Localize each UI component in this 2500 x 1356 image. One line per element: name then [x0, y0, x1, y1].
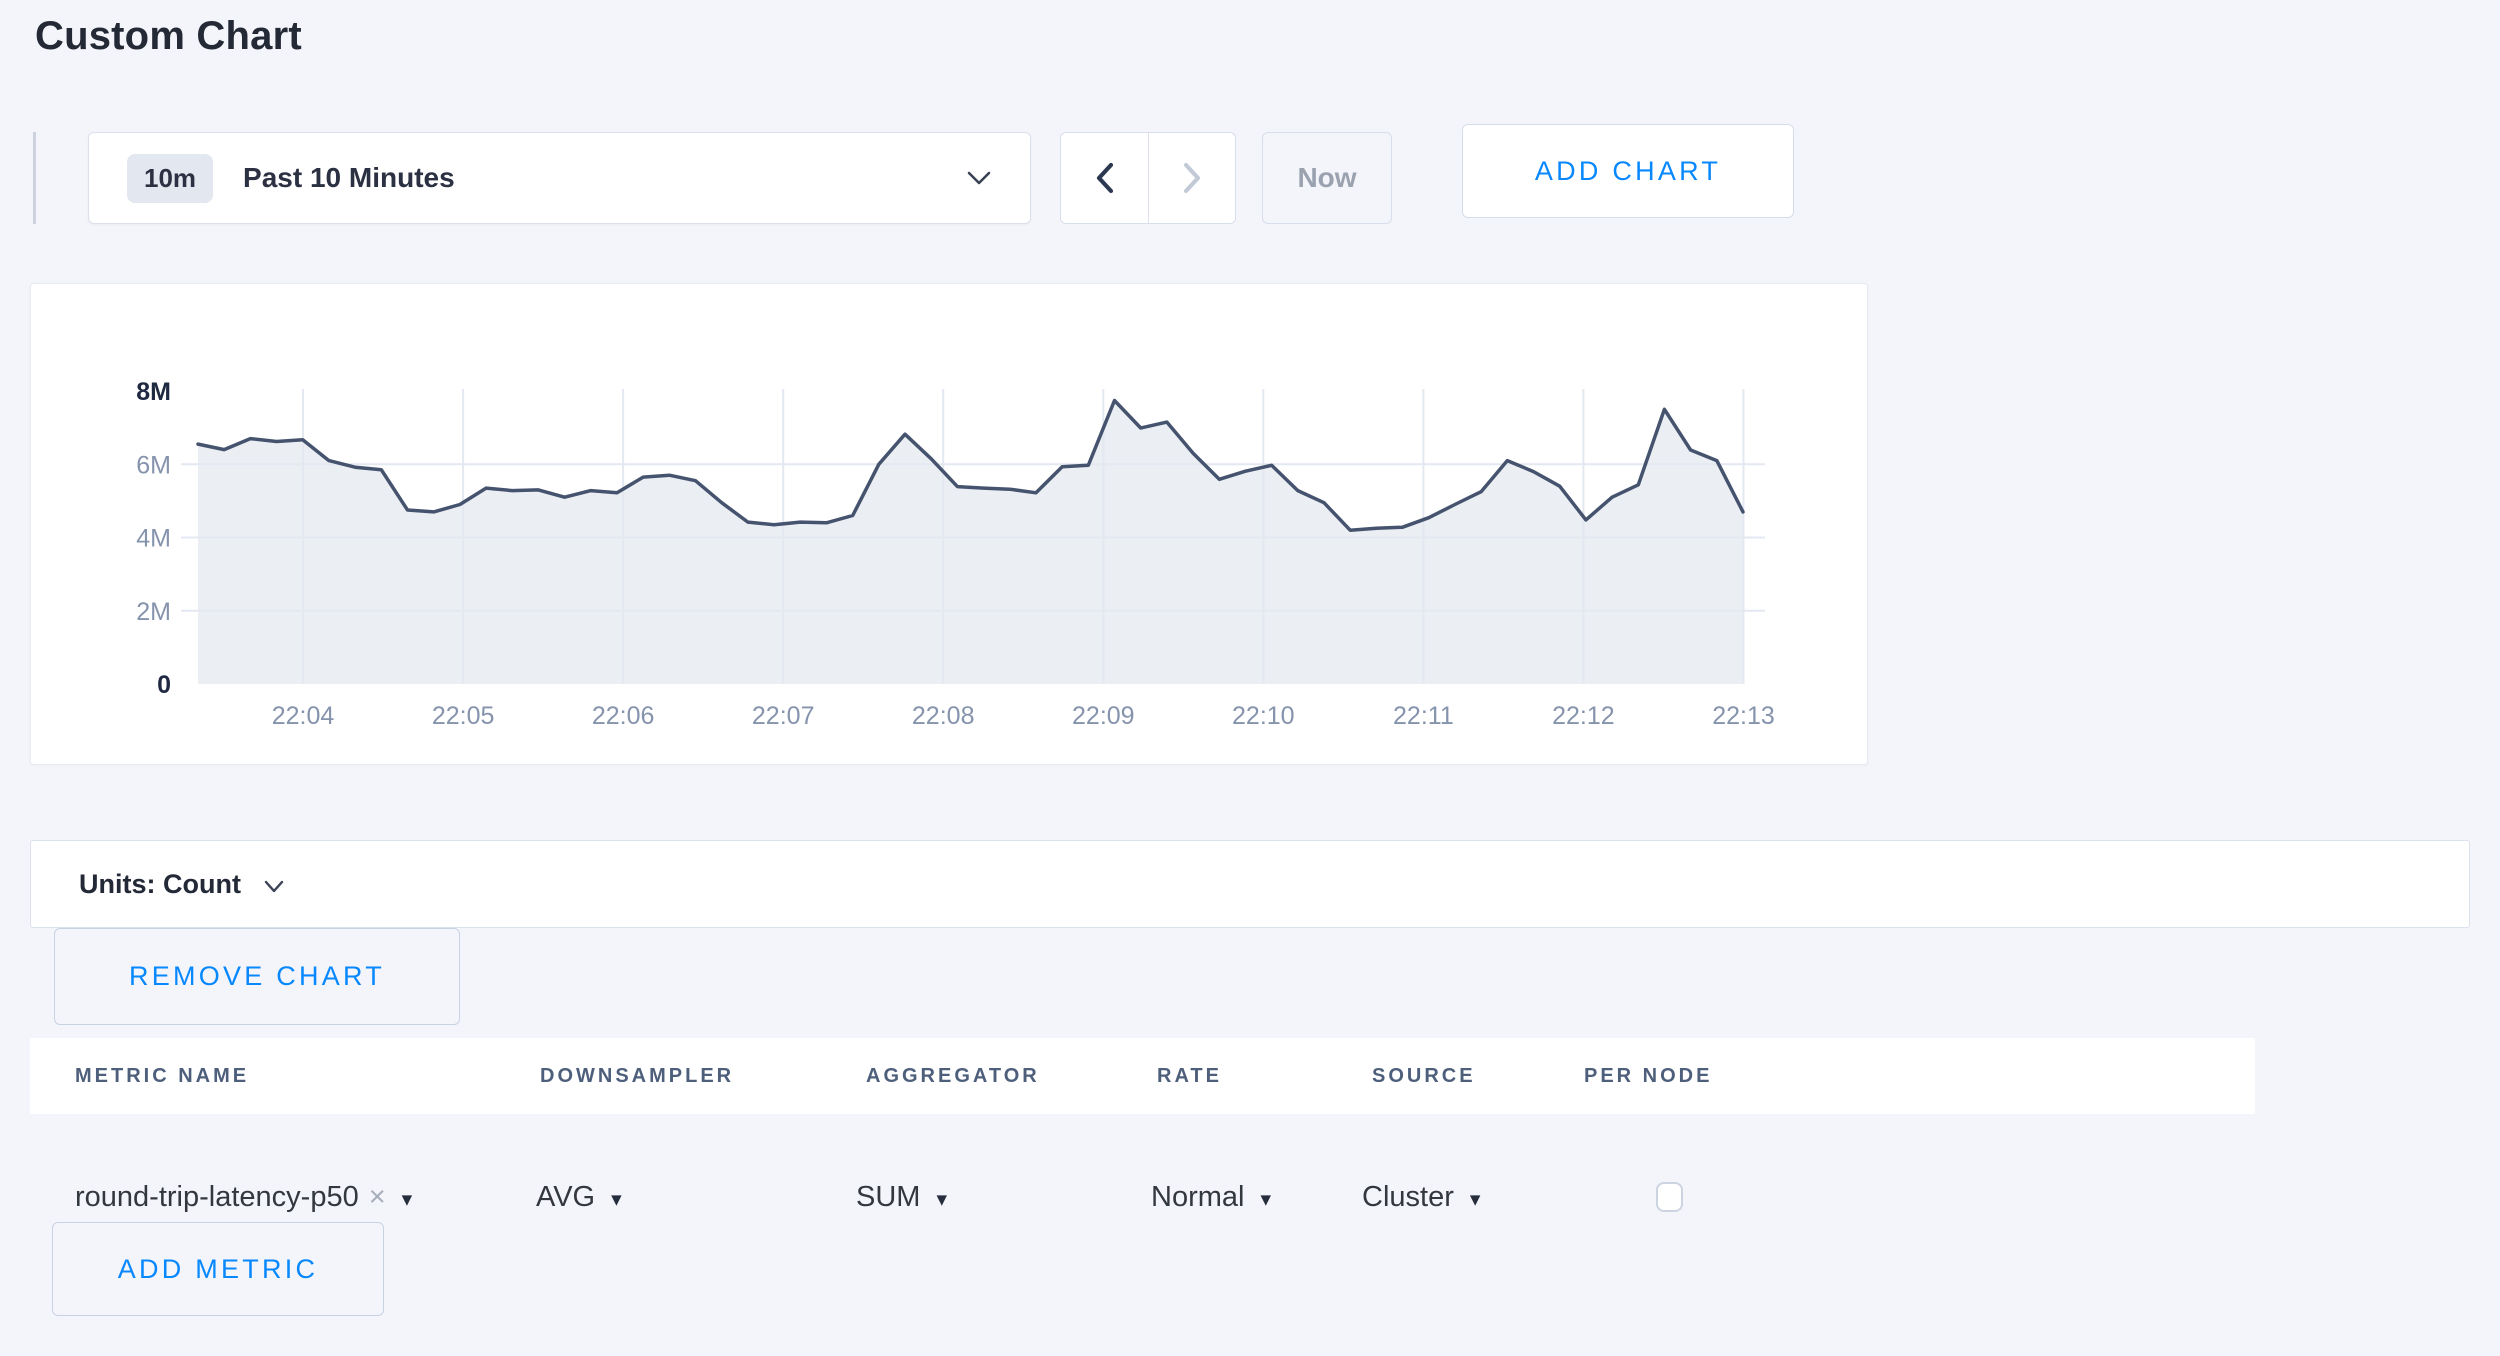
svg-text:22:10: 22:10 — [1232, 702, 1295, 730]
add-metric-button[interactable]: ADD METRIC — [52, 1222, 384, 1316]
chevron-left-icon — [1096, 162, 1113, 194]
add-chart-button[interactable]: ADD CHART — [1462, 124, 1794, 218]
chart-card: 22:04 22:05 22:06 22:07 22:08 22:09 22:10 22:11… — [30, 283, 1868, 765]
source-value: Cluster — [1362, 1181, 1454, 1213]
caret-down-icon: ▾ — [611, 1188, 622, 1211]
aggregator-value: SUM — [856, 1181, 921, 1213]
svg-text:22:08: 22:08 — [912, 702, 975, 730]
metric-name-select[interactable]: round-trip-latency-p50 × ▾ — [75, 1150, 412, 1245]
svg-text:22:13: 22:13 — [1712, 702, 1775, 730]
time-pager — [1060, 132, 1236, 224]
column-header-per-node: PER NODE — [1584, 1065, 1713, 1087]
rate-select[interactable]: Normal ▾ — [1151, 1150, 1271, 1245]
svg-text:22:06: 22:06 — [592, 702, 655, 730]
svg-text:22:12: 22:12 — [1552, 702, 1615, 730]
caret-down-icon: ▾ — [1260, 1188, 1272, 1211]
now-button[interactable]: Now — [1262, 132, 1392, 224]
column-header-source: SOURCE — [1372, 1065, 1476, 1087]
column-header-aggregator: AGGREGATOR — [866, 1065, 1040, 1087]
svg-text:2M: 2M — [136, 598, 171, 626]
time-range-label: Past 10 Minutes — [243, 162, 455, 193]
prev-time-button[interactable] — [1061, 133, 1148, 223]
svg-text:8M: 8M — [136, 378, 171, 406]
svg-text:22:09: 22:09 — [1072, 702, 1135, 730]
caret-down-icon: ▾ — [401, 1188, 413, 1211]
rate-value: Normal — [1151, 1181, 1245, 1213]
metric-name-value: round-trip-latency-p50 — [75, 1181, 359, 1213]
column-header-downsampler: DOWNSAMPLER — [540, 1065, 735, 1087]
column-header-rate: RATE — [1157, 1065, 1222, 1087]
chevron-right-icon — [1183, 162, 1201, 194]
source-select[interactable]: Cluster ▾ — [1362, 1150, 1480, 1245]
remove-chart-button[interactable]: REMOVE CHART — [54, 928, 460, 1025]
clear-metric-icon[interactable]: × — [368, 1181, 386, 1213]
svg-text:22:04: 22:04 — [272, 702, 335, 730]
caret-down-icon: ▾ — [936, 1188, 947, 1211]
metrics-table-header: METRIC NAME DOWNSAMPLER AGGREGATOR RATE … — [30, 1038, 2255, 1114]
time-range-select[interactable]: 10m Past 10 Minutes — [88, 132, 1031, 224]
svg-text:22:11: 22:11 — [1393, 702, 1454, 730]
svg-text:6M: 6M — [136, 451, 171, 479]
aggregator-select[interactable]: SUM ▾ — [856, 1150, 947, 1245]
downsampler-select[interactable]: AVG ▾ — [536, 1150, 622, 1245]
chevron-down-icon — [264, 880, 284, 892]
caret-down-icon: ▾ — [1469, 1188, 1481, 1211]
time-range-badge: 10m — [127, 153, 214, 203]
units-dropdown[interactable]: Units: Count — [30, 840, 2470, 928]
next-time-button[interactable] — [1148, 133, 1235, 223]
svg-text:22:07: 22:07 — [752, 702, 815, 730]
page-title: Custom Chart — [35, 14, 302, 58]
svg-text:0: 0 — [157, 671, 171, 699]
metric-line-chart: 22:04 22:05 22:06 22:07 22:08 22:09 22:10 22:11… — [136, 378, 1775, 730]
units-label: Units: Count — [79, 868, 241, 899]
svg-text:22:05: 22:05 — [432, 702, 495, 730]
per-node-checkbox[interactable] — [1656, 1182, 1683, 1212]
metric-row: round-trip-latency-p50 × ▾ AVG ▾ SUM ▾ N… — [30, 1150, 2255, 1245]
svg-text:4M: 4M — [136, 525, 171, 553]
chevron-down-icon — [967, 171, 991, 185]
time-range-accent-bar — [33, 132, 36, 224]
column-header-metric-name: METRIC NAME — [75, 1065, 250, 1087]
downsampler-value: AVG — [536, 1181, 596, 1213]
